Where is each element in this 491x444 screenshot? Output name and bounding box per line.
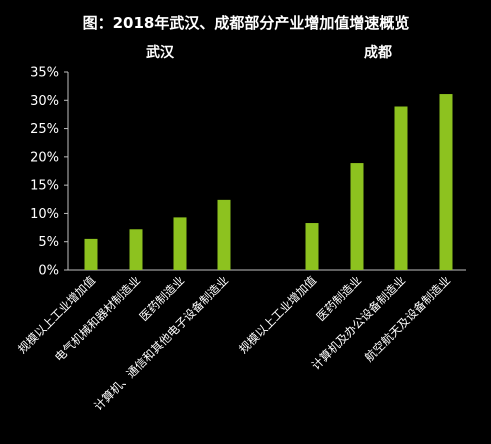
bar [173, 217, 187, 270]
y-tick-label: 20% [30, 150, 59, 165]
y-tick-label: 25% [30, 122, 59, 137]
y-tick-label: 35% [30, 66, 59, 81]
x-category-label: 规模以上工业增加值 [236, 273, 319, 356]
chart-marks: 0%5%10%15%20%25%30%35%规模以上工业增加值电气机械和器材制造… [15, 66, 453, 414]
group-label-wuhan: 武汉 [146, 44, 175, 61]
x-category-label: 电气机械和器材制造业 [52, 273, 143, 364]
y-tick-label: 5% [38, 235, 59, 250]
bar [217, 199, 231, 270]
y-tick-label: 0% [38, 264, 59, 279]
group-label-chengdu: 成都 [364, 44, 392, 61]
chart-title: 图：2018年武汉、成都部分产业增加值增速概览 [83, 14, 410, 32]
bar [305, 223, 319, 270]
bar [439, 94, 453, 270]
bar [394, 106, 408, 270]
x-category-label: 规模以上工业增加值 [15, 273, 98, 356]
y-tick-label: 15% [30, 179, 59, 194]
y-tick-label: 10% [30, 207, 59, 222]
x-category-label: 航空航天及设备制造业 [362, 273, 453, 364]
bar [129, 229, 143, 270]
bar [84, 238, 98, 270]
bar [350, 163, 364, 270]
y-tick-label: 30% [30, 94, 59, 109]
